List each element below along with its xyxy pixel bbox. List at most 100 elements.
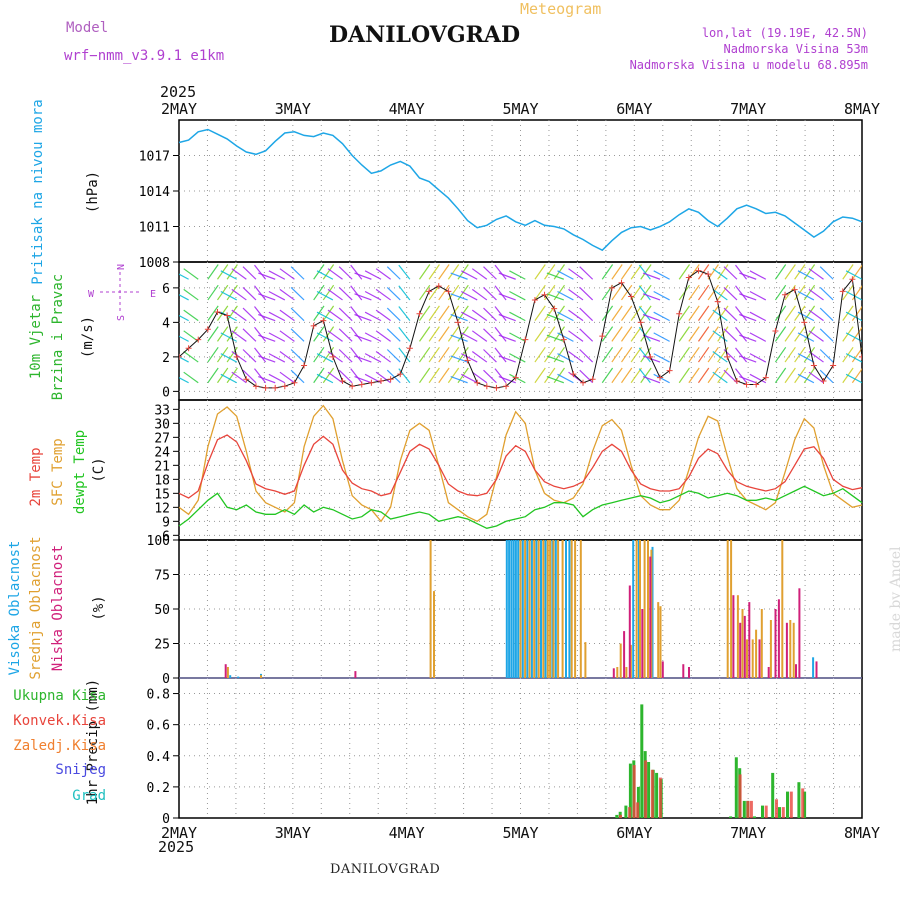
cloud-bar [524,540,527,678]
wind-barb [179,273,189,280]
wind-barb [546,376,564,384]
wind-barb [438,264,450,280]
wind-barb [316,373,334,384]
cloud-bar [628,585,631,678]
wind-barb [354,272,372,280]
y-tick-label: 75 [154,569,170,584]
wind-barb [723,307,738,322]
wind-barb [428,284,440,301]
wind-barb [498,334,516,342]
wind-barb [231,288,247,301]
wind-barb [494,347,507,363]
wind-gust-marker [656,374,663,381]
dewpt-label: dewpt Temp [72,430,88,514]
cloud-bar [647,540,649,678]
wind-gust-marker [426,288,433,295]
wind-barb [447,346,460,363]
wind-barb [653,332,670,342]
wind-barb [653,353,670,363]
precip-legend-item: Zaledj.Kisa [13,738,106,754]
wind-barb [226,284,238,301]
cloud-bar [637,540,640,678]
wind-barb [254,264,267,280]
model-altitude-info: Nadmorska Visina u modelu 68.895m [629,58,868,72]
wind-barb [819,266,834,280]
wind-barb [183,309,199,322]
wind-gust-marker [281,383,288,390]
cloud-bar [530,540,533,678]
cloud-bar [354,671,357,678]
wind-barb [322,326,335,342]
wind-barb [707,305,719,321]
wind-barb [350,368,363,384]
x-tick-label-bottom: 7MAY [730,824,766,842]
wind-barb [735,306,748,322]
cloud-bar [549,540,552,678]
wind-barb [735,368,748,384]
wind-barb [784,305,796,321]
temp2m-label: 2m Temp [28,447,44,506]
wind-barb [461,311,478,322]
wind-barb [419,326,431,342]
cloud-bar [650,549,653,678]
y-tick-label: 30 [154,417,170,432]
cloud-bar [433,591,435,678]
wind-barb [621,284,633,301]
cloud-bar [260,675,262,678]
cloud-bar [789,620,792,678]
model-name: wrf−nmm_v3.9.1 e1km [64,48,225,64]
cloud-bar [812,657,815,678]
wind-barb [258,293,276,301]
wind-barb [438,305,450,321]
wind-gust-marker [695,267,702,274]
precip-bar [801,788,805,818]
wind-barb [638,326,651,342]
wind-gust-marker [839,288,846,295]
cloud-bar [649,556,652,678]
wind-barb [386,266,401,280]
wind-barb [630,284,642,301]
wind-barb [749,270,767,280]
wind-barb [179,356,189,363]
x-tick-label-bottom: 4MAY [389,824,425,842]
wind-barb [268,270,286,280]
wind-barb [611,367,623,384]
wind-barb [678,326,690,342]
cloud-bar [508,540,511,678]
wind-gust-marker [743,381,750,388]
wind-barb [653,270,670,280]
wind-barb [375,371,391,384]
wind-gust-marker [204,326,211,333]
wind-barb [640,264,652,280]
wind-barb [327,288,343,301]
cloud-bar [546,540,549,678]
wind-barb [483,328,497,342]
wind-barb [350,347,363,363]
wind-gust-marker [820,378,827,385]
wind-barb [557,332,574,342]
wind-barb [220,373,237,384]
y-tick-label: 9 [162,515,170,530]
wind-barb [322,346,335,363]
wind-barb [322,264,335,280]
wind-gust-marker [349,383,356,390]
unit-label: (hPa) [85,171,101,213]
wind-barb [546,334,564,342]
wind-barb [350,326,363,342]
wind-barb [568,351,584,363]
wind-barb [845,270,862,280]
wind-gust-marker [714,298,721,305]
wind-barb [220,353,237,363]
y-tick-label: 33 [154,403,170,418]
wind-barb [179,314,189,322]
wind-barb [784,284,796,301]
unit-label: (m/s) [80,316,96,358]
wind-barb [354,313,372,322]
wind-barb [471,351,488,363]
precip-bar [778,807,781,818]
high-cloud-label: Visoka Oblacnost [7,541,23,676]
y-tick-label: 0 [162,672,170,687]
wind-barb [375,330,391,342]
wind-barb [438,367,450,384]
